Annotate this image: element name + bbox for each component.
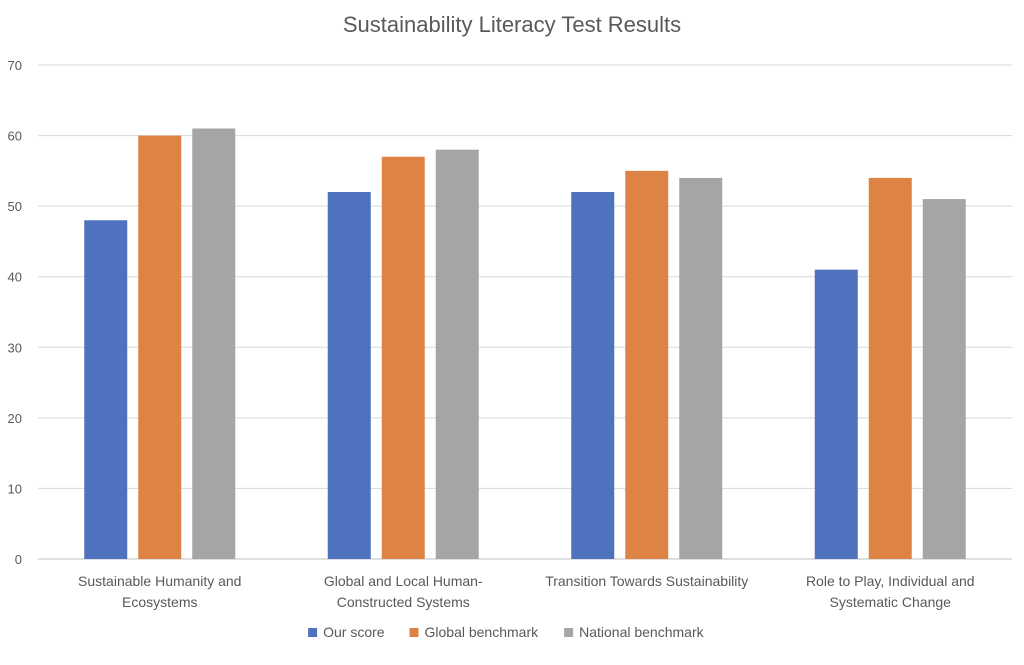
- bar-our-score: [814, 269, 858, 559]
- y-tick-label: 70: [8, 58, 22, 73]
- legend-swatch: [409, 628, 419, 637]
- bar-national-benchmark: [679, 177, 723, 559]
- x-category-label: Global and Local Human-Constructed Syste…: [324, 573, 483, 610]
- y-tick-label: 60: [8, 129, 22, 144]
- bar-national-benchmark: [922, 199, 966, 560]
- legend-label: Global benchmark: [425, 624, 540, 640]
- legend-label: Our score: [323, 624, 385, 640]
- bar-our-score: [327, 192, 371, 559]
- x-axis-labels: Sustainable Humanity and Ecosystems Global…: [78, 573, 975, 610]
- legend-swatch: [308, 628, 318, 637]
- y-tick-label: 30: [8, 340, 22, 355]
- y-axis-ticks: 0 10 20 30 40 50 60 70: [8, 58, 22, 567]
- chart-title: Sustainability Literacy Test Results: [342, 12, 682, 37]
- gridlines: [38, 64, 1012, 560]
- bar-global-benchmark: [868, 177, 912, 559]
- bar-global-benchmark: [625, 170, 669, 559]
- bar-national-benchmark: [435, 149, 479, 559]
- y-tick-label: 0: [15, 552, 22, 567]
- x-category-label: Transition Towards Sustainability: [545, 573, 748, 589]
- y-tick-label: 50: [8, 199, 22, 214]
- bar-our-score: [84, 220, 128, 559]
- legend: Our score Global benchmark National benchm…: [308, 624, 705, 640]
- bars: [84, 128, 966, 560]
- bar-global-benchmark: [138, 135, 182, 560]
- y-tick-label: 10: [8, 481, 22, 496]
- legend-swatch: [564, 628, 574, 637]
- y-tick-label: 20: [8, 411, 22, 426]
- legend-label: National benchmark: [579, 624, 705, 640]
- x-category-label: Sustainable Humanity and Ecosystems: [78, 573, 241, 610]
- bar-national-benchmark: [192, 128, 236, 559]
- bar-global-benchmark: [381, 156, 425, 559]
- bar-our-score: [571, 192, 615, 559]
- x-category-label: Role to Play, Individual and Systematic C…: [806, 573, 975, 610]
- y-tick-label: 40: [8, 270, 22, 285]
